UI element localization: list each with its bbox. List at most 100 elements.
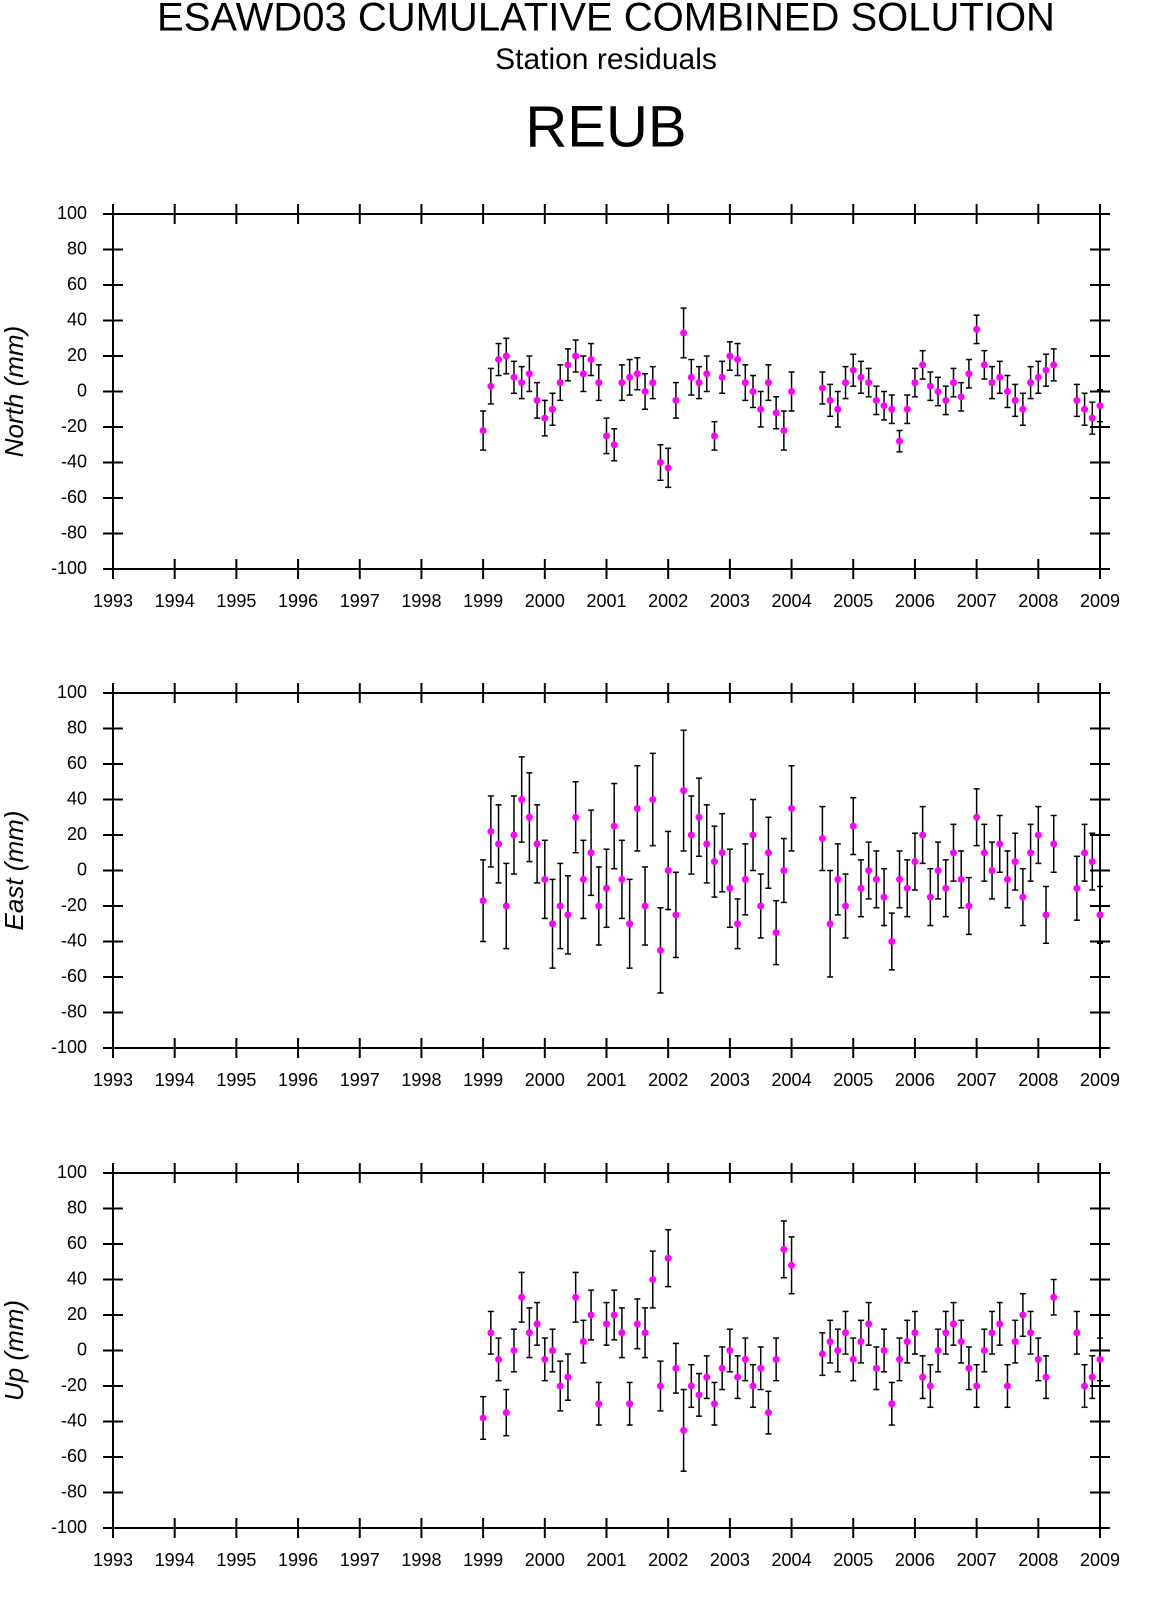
data-point (518, 796, 526, 803)
y-axis-label: Up (mm) (0, 1300, 29, 1401)
data-point (957, 875, 965, 883)
data-point (880, 893, 888, 901)
x-tick-label: 2009 (1080, 1070, 1120, 1090)
y-tick-label: 100 (57, 203, 87, 223)
data-point (618, 1329, 626, 1337)
data-point (1073, 1329, 1081, 1337)
data-point (872, 875, 880, 883)
data-point (726, 1347, 734, 1354)
data-point (610, 822, 618, 830)
data-point (872, 1364, 880, 1372)
data-point (1042, 1373, 1050, 1381)
data-point (633, 370, 641, 378)
x-tick-label: 1996 (278, 1070, 318, 1090)
x-tick-label: 2009 (1080, 1550, 1120, 1570)
x-tick-label: 2008 (1018, 1070, 1058, 1090)
data-point (834, 405, 842, 413)
data-point (656, 1382, 664, 1390)
data-point (495, 840, 503, 848)
subtitle: Station residuals (495, 43, 717, 76)
x-tick-label: 2002 (648, 591, 688, 611)
data-point (888, 1400, 896, 1408)
y-tick-label: 80 (67, 717, 87, 737)
data-point (518, 379, 526, 387)
data-point (495, 356, 503, 364)
x-tick-label: 2006 (895, 1070, 935, 1090)
data-point (510, 373, 518, 381)
data-point (641, 902, 649, 910)
y-tick-label: -80 (61, 1481, 87, 1501)
data-point (1081, 405, 1089, 413)
data-point (533, 396, 541, 404)
y-tick-label: -20 (61, 895, 87, 915)
plot-frame (112, 1172, 1101, 1529)
data-point (780, 867, 788, 874)
x-tick-label: 2005 (833, 591, 873, 611)
data-point (1096, 1355, 1104, 1363)
data-point (942, 884, 950, 892)
x-tick-label: 1994 (155, 591, 195, 611)
data-point (780, 1245, 788, 1253)
data-point (865, 1320, 873, 1328)
x-tick-label: 2006 (895, 591, 935, 611)
data-point (718, 1364, 726, 1372)
x-tick-label: 1996 (278, 591, 318, 611)
y-tick-label: 80 (67, 238, 87, 258)
data-point (572, 352, 580, 360)
y-tick-label: 20 (67, 345, 87, 365)
data-point (672, 1364, 680, 1372)
x-tick-label: 2005 (833, 1070, 873, 1090)
x-tick-label: 2009 (1080, 591, 1120, 611)
y-tick-label: 0 (77, 859, 87, 879)
data-point (849, 366, 857, 374)
data-point (541, 1355, 549, 1363)
x-tick-label: 1997 (340, 1550, 380, 1570)
y-tick-label: -40 (61, 930, 87, 950)
data-point (1050, 840, 1058, 848)
data-point (649, 1276, 657, 1283)
data-point (934, 388, 942, 395)
data-point (996, 1320, 1004, 1328)
data-point (510, 1347, 518, 1354)
plot-frame (112, 213, 1101, 570)
y-tick-label: 40 (67, 1268, 87, 1288)
data-point (834, 1347, 842, 1354)
data-point (487, 1329, 495, 1337)
data-point (572, 1293, 580, 1301)
y-tick-label: 100 (57, 1162, 87, 1182)
y-tick-label: -100 (51, 1037, 87, 1057)
y-tick-label: 40 (67, 788, 87, 808)
data-point (1042, 366, 1050, 374)
x-tick-label: 1998 (401, 591, 441, 611)
data-point (572, 813, 580, 821)
data-point (973, 813, 981, 821)
y-tick-label: 60 (67, 1233, 87, 1253)
data-point (757, 405, 765, 413)
data-point (680, 329, 688, 337)
data-point (949, 1320, 957, 1328)
data-point (626, 920, 634, 928)
y-tick-label: -100 (51, 558, 87, 578)
data-point (664, 867, 672, 874)
x-tick-label: 1995 (216, 591, 256, 611)
data-point (595, 1400, 603, 1408)
x-tick-label: 1995 (216, 1070, 256, 1090)
data-point (834, 875, 842, 883)
data-point (741, 379, 749, 387)
x-tick-label: 2004 (772, 1550, 812, 1570)
data-point (633, 804, 641, 812)
x-tick-label: 1999 (463, 591, 503, 611)
data-point (1019, 405, 1027, 413)
data-point (818, 1350, 826, 1358)
data-point (942, 396, 950, 404)
data-point (525, 370, 533, 378)
data-point (888, 938, 896, 945)
data-point (741, 875, 749, 883)
data-point (1073, 884, 1081, 892)
station-name: REUB (525, 94, 686, 159)
data-point (502, 902, 510, 910)
data-point (502, 1409, 510, 1417)
data-point (926, 1382, 934, 1390)
data-point (857, 884, 865, 892)
